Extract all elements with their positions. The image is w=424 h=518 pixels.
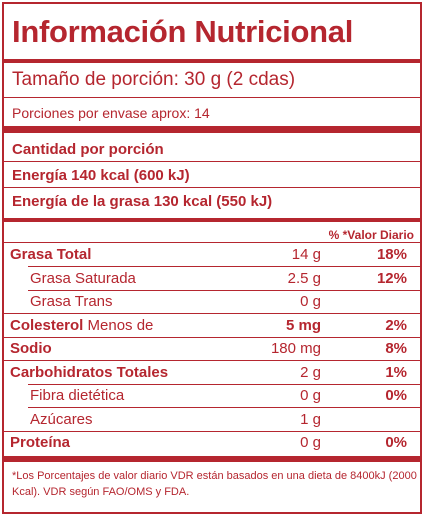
nutrient-name: Carbohidratos Totales <box>10 364 168 381</box>
energy: Energía 140 kcal (600 kJ) <box>12 167 190 184</box>
row-divider <box>4 430 420 432</box>
nutrient-name-text: Grasa Trans <box>30 293 113 310</box>
nutrient-daily-value: 1% <box>385 363 407 381</box>
nutrient-daily-value: 12% <box>376 269 407 287</box>
nutrient-name-text: Azúcares <box>30 410 93 428</box>
divider-thick <box>4 126 420 133</box>
nutrient-daily-value: 0% <box>385 387 407 404</box>
divider-thick <box>4 218 420 222</box>
nutrient-name: Sodio <box>10 340 52 357</box>
nutrient-row: Grasa Saturada 2.5 g 12% <box>4 268 420 291</box>
daily-value-header: % *Valor Diario <box>328 228 414 242</box>
nutrient-name-text: Grasa Total <box>10 246 92 263</box>
nutrient-amount: 1 g <box>300 410 321 428</box>
footnote: *Los Porcentajes de valor diario VDR est… <box>12 470 417 498</box>
divider <box>4 161 420 162</box>
nutrient-name-text: Proteína <box>10 434 71 451</box>
nutrient-amount: 180 mg <box>270 340 321 357</box>
nutrient-name-text: Sodio <box>10 340 52 357</box>
nutrient-amount: 0 g <box>300 434 321 451</box>
nutrient-name-text: Fibra dietética <box>30 387 125 404</box>
nutrient-row: Proteína 0 g 0% <box>4 432 420 455</box>
nutrient-row: Carbohidratos Totales 2 g 1% <box>4 362 420 385</box>
amount-per-serving: Cantidad por porción <box>12 141 164 158</box>
row-divider <box>28 266 420 267</box>
nutrient-row: Grasa Trans 0 g <box>4 291 420 314</box>
nutrient-name-text: Carbohidratos Totales <box>10 363 169 381</box>
servings-per-container: Porciones por envase aprox: 14 <box>12 105 210 121</box>
nutrient-row: Fibra dietética 0 g 0% <box>4 385 420 408</box>
nutrient-name: Grasa Trans <box>30 293 113 310</box>
divider <box>4 97 420 98</box>
divider-thick <box>4 456 420 462</box>
label-title: Información Nutricional <box>12 14 354 49</box>
nutrient-daily-value: 0% <box>385 434 407 451</box>
divider <box>4 242 420 243</box>
nutrient-name-text: Grasa Saturada <box>30 269 136 287</box>
nutrient-name: Grasa Saturada <box>30 270 136 287</box>
nutrient-daily-value: 8% <box>385 340 407 357</box>
nutrient-name: Azúcares <box>30 411 93 428</box>
row-divider <box>4 313 420 314</box>
nutrient-amount: 2 g <box>300 363 321 381</box>
divider <box>4 187 420 188</box>
nutrient-name: Fibra dietética <box>30 387 124 404</box>
nutrient-row: Grasa Total 14 g 18% <box>4 244 420 267</box>
nutrient-name: Colesterol Menos de <box>10 317 153 334</box>
row-divider <box>28 383 420 385</box>
nutrient-daily-value: 2% <box>385 316 407 334</box>
nutrient-amount: 5 mg <box>285 316 321 334</box>
nutrient-row: Sodio 180 mg 8% <box>4 338 420 361</box>
nutrient-qualifier: Menos de <box>83 316 154 334</box>
nutrient-name: Grasa Total <box>10 246 91 263</box>
nutrient-amount: 14 g <box>291 246 321 263</box>
row-divider <box>28 407 420 408</box>
energy-from-fat: Energía de la grasa 130 kcal (550 kJ) <box>12 193 273 210</box>
serving-size: Tamaño de porción: 30 g (2 cdas) <box>12 69 296 90</box>
nutrient-name: Proteína <box>10 434 70 451</box>
nutrient-amount: 0 g <box>300 293 321 310</box>
row-divider <box>28 289 420 291</box>
row-divider <box>4 336 420 338</box>
divider-thick <box>4 59 420 63</box>
nutrient-daily-value: 18% <box>376 246 407 263</box>
nutrient-row: Azúcares 1 g <box>4 409 420 432</box>
nutrition-label: Información Nutricional Tamaño de porció… <box>2 2 422 514</box>
nutrient-name-text: Colesterol <box>10 316 84 334</box>
row-divider <box>4 360 420 361</box>
nutrient-amount: 2.5 g <box>287 269 321 287</box>
nutrient-amount: 0 g <box>300 387 321 404</box>
nutrient-row: Colesterol Menos de 5 mg 2% <box>4 315 420 338</box>
